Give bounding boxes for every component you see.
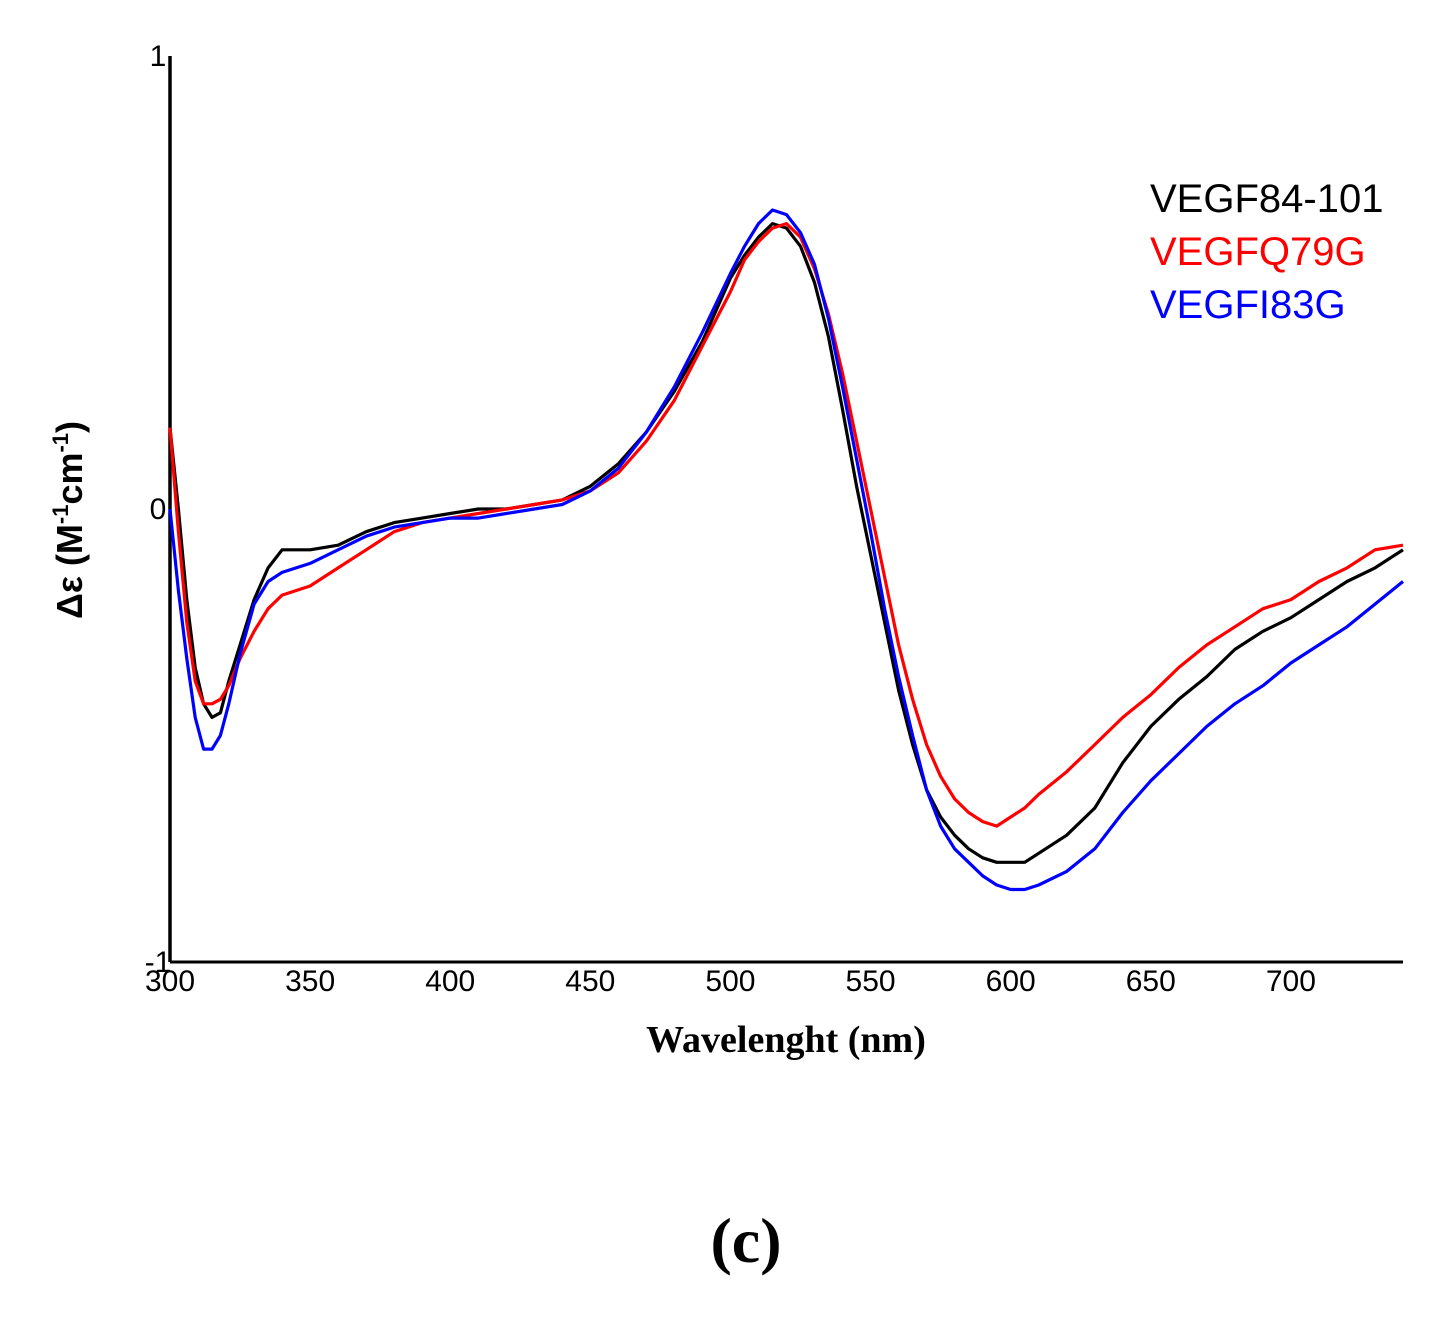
x-tick-label: 300 bbox=[145, 965, 195, 998]
x-tick-label: 400 bbox=[425, 965, 475, 998]
legend: VEGF84-101 VEGFQ79G VEGFI83G bbox=[1150, 177, 1383, 327]
y-tick-label-top: 1 bbox=[150, 40, 167, 73]
y-axis-title-suffix: ) bbox=[49, 421, 90, 433]
legend-entry-vegfq79g: VEGFQ79G bbox=[1150, 230, 1366, 274]
x-tick-label: 500 bbox=[705, 965, 755, 998]
series-layer bbox=[168, 208, 1405, 892]
x-tick-label: 350 bbox=[285, 965, 335, 998]
x-tick-label: 700 bbox=[1266, 965, 1316, 998]
y-axis-ticks: 1 0 -1 bbox=[145, 40, 172, 979]
y-axis-title: Δε (M-1cm-1) bbox=[48, 421, 90, 619]
y-axis-title-mid: cm bbox=[49, 453, 90, 505]
series-line-vegfq79g bbox=[168, 222, 1404, 828]
y-axis-title-sup2: -1 bbox=[48, 433, 73, 453]
legend-entry-vegfi83g: VEGFI83G bbox=[1150, 283, 1346, 327]
y-axis-title-sup1: -1 bbox=[48, 505, 73, 525]
y-axis-title-prefix: Δε (M bbox=[49, 524, 90, 619]
series-line-vegfi83g bbox=[168, 208, 1405, 892]
series-line-vegf84-101 bbox=[168, 222, 1404, 864]
legend-entry-vegf84-101: VEGF84-101 bbox=[1150, 177, 1383, 221]
y-tick-label-middle: 0 bbox=[150, 493, 167, 526]
x-tick-label: 550 bbox=[846, 965, 896, 998]
x-tick-label: 650 bbox=[1126, 965, 1176, 998]
x-tick-label: 450 bbox=[565, 965, 615, 998]
y-tick-label-bottom: -1 bbox=[145, 946, 172, 979]
x-axis-ticks: 300 350 400 450 500 550 600 650 700 bbox=[145, 965, 1316, 998]
x-tick-label: 600 bbox=[986, 965, 1036, 998]
panel-label: (c) bbox=[710, 1205, 781, 1276]
x-axis-title: Wavelenght (nm) bbox=[646, 1019, 926, 1061]
